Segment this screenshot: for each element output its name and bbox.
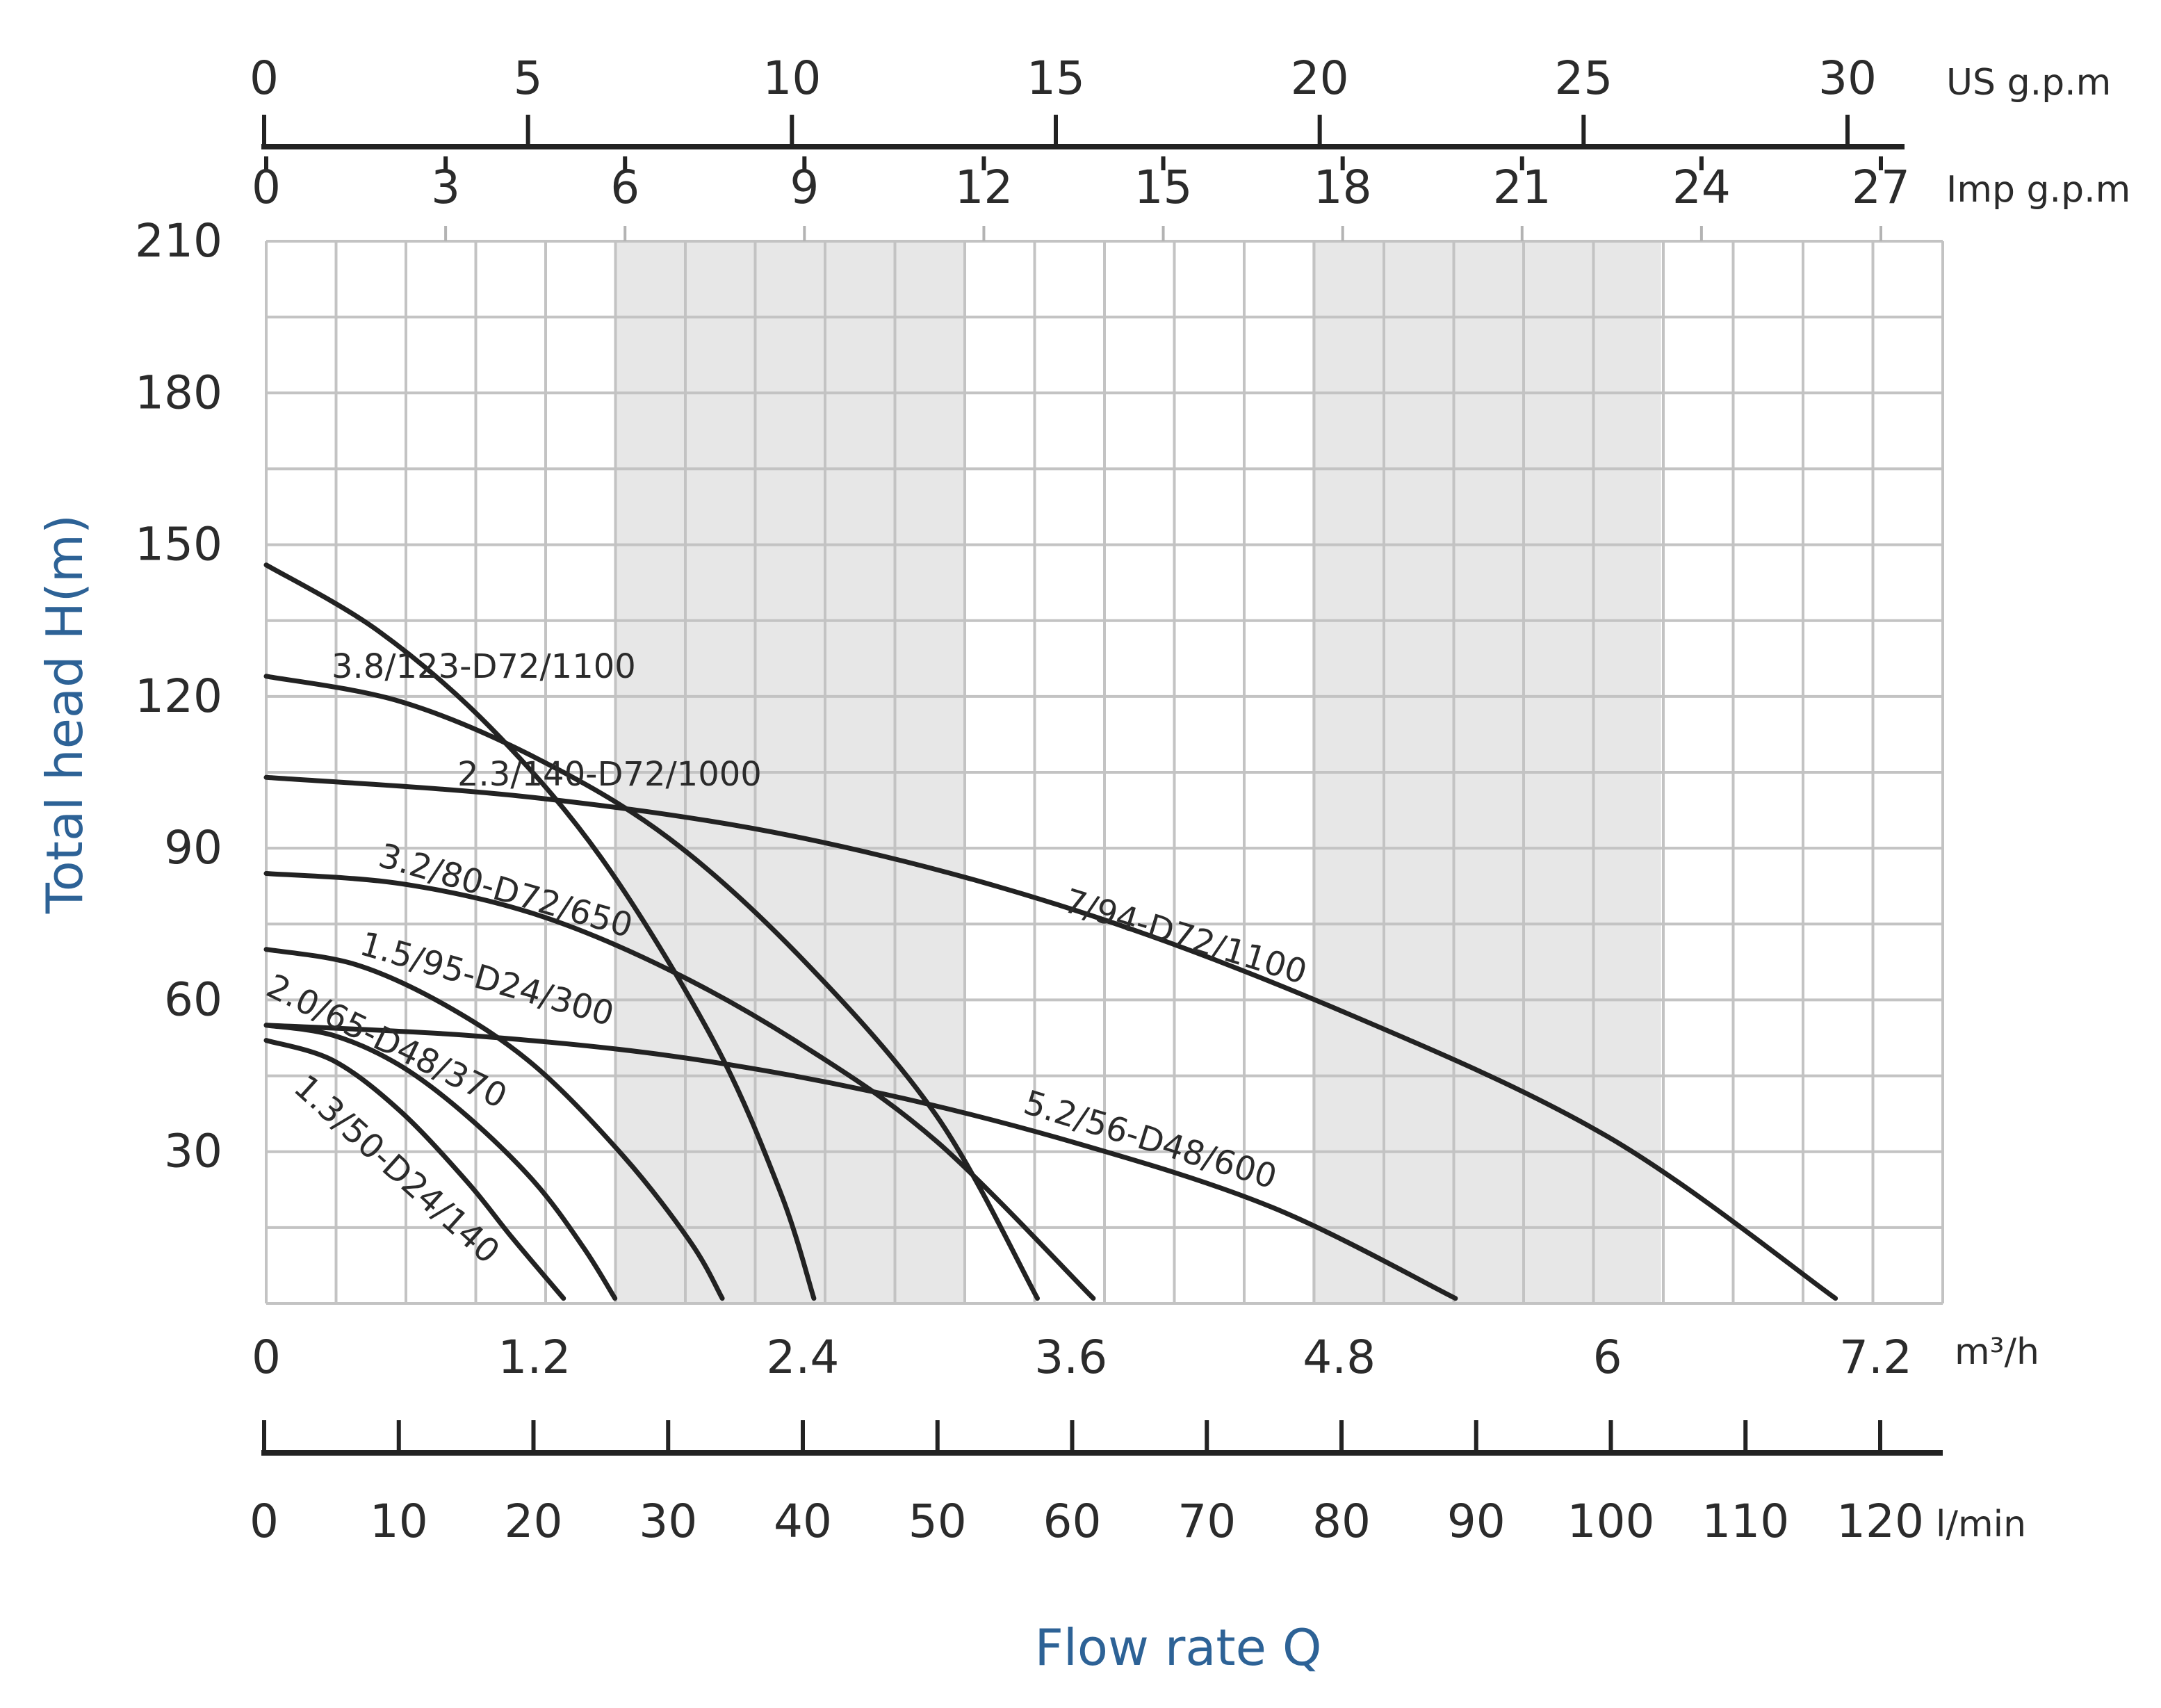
- x-tick-label: 1.2: [498, 1331, 571, 1384]
- imp-gpm-tick-label: 24: [1672, 161, 1731, 214]
- y-tick-label: 90: [164, 821, 222, 875]
- lmin-tick-label: 100: [1567, 1495, 1655, 1548]
- us-gpm-tick-label: 0: [250, 51, 279, 105]
- x-axis-title: Flow rate Q: [1034, 1618, 1321, 1677]
- curve-5-2-56-d48-600: [263, 1023, 1458, 1301]
- curve-label: 3.8/123-D72/1100: [332, 647, 636, 686]
- lmin-tick-label: 10: [370, 1495, 428, 1548]
- us-gpm-tick-label: 5: [514, 51, 543, 105]
- imp-gpm-unit-label: Imp g.p.m: [1946, 169, 2130, 211]
- lmin-tick-label: 70: [1177, 1495, 1236, 1548]
- y-tick-label: 210: [135, 214, 222, 268]
- lmin-tick-label: 20: [505, 1495, 563, 1548]
- x-tick-label: 2.4: [766, 1331, 839, 1384]
- lmin-tick-label: 60: [1043, 1495, 1102, 1548]
- us-gpm-tick-label: 10: [763, 51, 821, 105]
- imp-gpm-tick-label: 12: [954, 161, 1013, 214]
- x-tick-label: 0: [252, 1331, 281, 1384]
- lmin-tick-label: 90: [1447, 1495, 1506, 1548]
- imp-gpm-tick-label: 15: [1134, 161, 1193, 214]
- curve-label: 2.3/140-D72/1000: [457, 755, 762, 794]
- y-axis-title: Total head H(m): [35, 514, 94, 914]
- x-tick-label: 4.8: [1303, 1331, 1376, 1384]
- us-gpm-tick-label: 20: [1291, 51, 1349, 105]
- curve-3-2-80-d72-650: [263, 871, 1096, 1301]
- x-tick-label: 3.6: [1034, 1331, 1107, 1384]
- us-gpm-unit-label: US g.p.m: [1946, 62, 2111, 104]
- curve-1-5-95-d24-300: [263, 947, 725, 1301]
- curve-7-94-d72-1100: [263, 774, 1838, 1301]
- lmin-tick-label: 0: [250, 1495, 279, 1548]
- lmin-unit-label: l/min: [1936, 1504, 2026, 1545]
- imp-gpm-tick-label: 3: [431, 161, 460, 214]
- x-unit-label: m³/h: [1955, 1331, 2039, 1373]
- curve-2-0-65-d48-370: [263, 1023, 618, 1301]
- performance-curves: [263, 562, 1838, 1301]
- y-tick-label: 120: [135, 669, 222, 723]
- x-tick-label: 7.2: [1839, 1331, 1912, 1384]
- imp-gpm-tick-label: 27: [1852, 161, 1910, 214]
- imp-gpm-tick-label: 21: [1493, 161, 1551, 214]
- curve-3-8-123-d72-1100: [263, 674, 1040, 1301]
- lmin-tick-label: 110: [1702, 1495, 1789, 1548]
- imp-gpm-tick-label: 0: [252, 161, 281, 214]
- lmin-tick-label: 40: [774, 1495, 832, 1548]
- y-tick-label: 60: [164, 973, 222, 1026]
- curve-label: 7/94-D72/1100: [1059, 881, 1311, 992]
- y-tick-label: 180: [135, 366, 222, 419]
- y-tick-label: 150: [135, 518, 222, 571]
- x-tick-label: 6: [1593, 1331, 1622, 1384]
- lmin-tick-label: 50: [908, 1495, 967, 1548]
- imp-gpm-tick-label: 9: [790, 161, 819, 214]
- us-gpm-tick-label: 15: [1027, 51, 1085, 105]
- imp-gpm-tick-label: 18: [1314, 161, 1372, 214]
- lmin-tick-label: 80: [1312, 1495, 1371, 1548]
- curve-1-3-50-d24-140: [263, 1038, 566, 1301]
- us-gpm-tick-label: 25: [1554, 51, 1613, 105]
- imp-gpm-tick-label: 6: [610, 161, 639, 214]
- y-tick-label: 30: [164, 1125, 222, 1178]
- curve-2-3-140-d72-1000: [263, 562, 817, 1301]
- us-gpm-tick-label: 30: [1818, 51, 1877, 105]
- lmin-tick-label: 30: [639, 1495, 697, 1548]
- lmin-tick-label: 120: [1836, 1495, 1924, 1548]
